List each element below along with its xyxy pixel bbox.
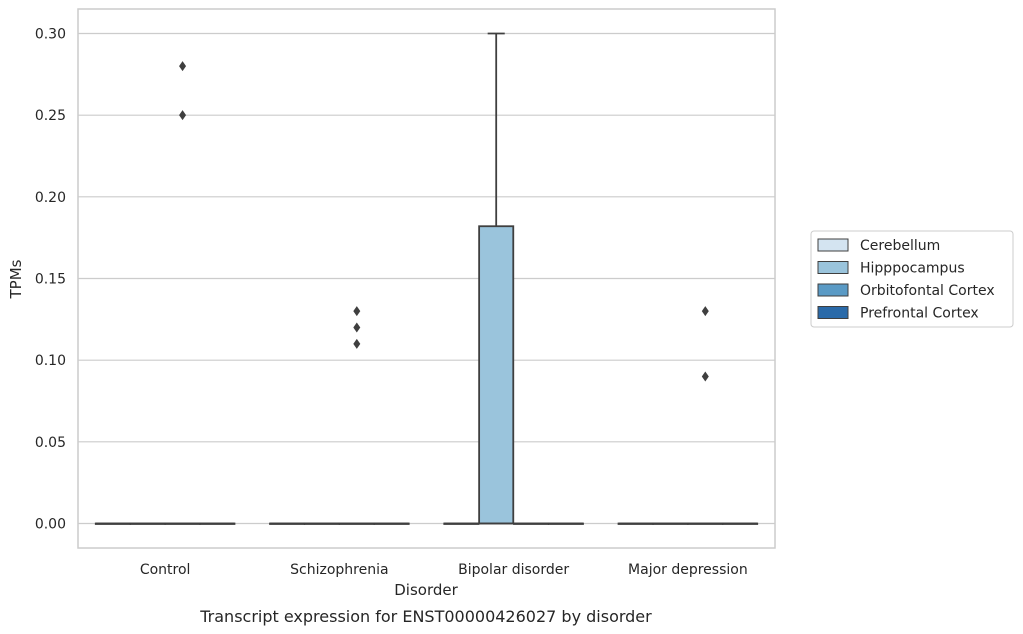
box-control-orbitofontal-cortex <box>164 61 201 525</box>
legend-swatch <box>817 306 849 319</box>
outlier-point <box>701 306 709 317</box>
y-tick-label: 0.00 <box>35 517 66 533</box>
box-bipolar-disorder-cerebellum <box>443 522 480 525</box>
y-tick-label: 0.10 <box>35 353 66 369</box>
box-body <box>478 225 515 525</box>
legend-swatch <box>817 238 849 252</box>
box-major-depression-prefrontal-cortex <box>722 522 759 525</box>
outlier-point <box>353 306 361 317</box>
box-major-depression-cerebellum <box>617 522 654 525</box>
legend-swatch <box>817 261 849 274</box>
y-tick-label: 0.25 <box>35 108 66 124</box>
outlier-point <box>701 371 709 382</box>
legend-swatch <box>817 283 849 297</box>
box-control-cerebellum <box>94 522 131 525</box>
outlier-point <box>179 110 187 121</box>
box-schizophrenia-cerebellum <box>269 522 306 525</box>
box-schizophrenia-orbitofontal-cortex <box>338 306 375 525</box>
outlier-point <box>179 61 187 72</box>
box-schizophrenia-hipppocampus <box>303 522 340 525</box>
box-bipolar-disorder-hipppocampus <box>478 32 515 525</box>
box-major-depression-hipppocampus <box>652 522 689 525</box>
box-control-hipppocampus <box>129 522 166 525</box>
y-tick-label: 0.05 <box>35 435 66 451</box>
y-axis-label: TPMs <box>7 259 25 299</box>
y-tick-label: 0.15 <box>35 272 66 288</box>
outlier-point <box>353 338 361 349</box>
box-plot-series <box>94 32 759 525</box>
legend-label: Prefrontal Cortex <box>860 306 979 322</box>
x-tick-label: Bipolar disorder <box>458 562 569 578</box>
plot-area-frame <box>77 8 776 549</box>
x-tick-label: Schizophrenia <box>290 562 388 578</box>
y-tick-label: 0.30 <box>35 27 66 43</box>
x-tick-label: Control <box>140 562 191 578</box>
y-tick-label: 0.20 <box>35 190 66 206</box>
grid-lines <box>78 32 775 525</box>
x-tick-label: Major depression <box>628 562 748 578</box>
legend: Cerebellum Hipppocampus Orbitofontal Corte… <box>810 230 1014 328</box>
box-major-depression-orbitofontal-cortex <box>687 306 724 525</box>
legend-label: Cerebellum <box>860 238 940 254</box>
box-bipolar-disorder-orbitofontal-cortex <box>513 522 550 525</box>
outlier-point <box>353 322 361 333</box>
legend-frame <box>810 230 1014 328</box>
box-control-prefrontal-cortex <box>199 522 236 525</box>
x-axis-label: Disorder <box>394 581 458 599</box>
legend-label: Hipppocampus <box>860 261 965 277</box>
y-axis-ticks: 0.00 0.05 0.10 0.15 0.20 0.25 0.30 <box>35 27 66 533</box>
box-bipolar-disorder-prefrontal-cortex <box>547 522 584 525</box>
chart-caption: Transcript expression for ENST0000042602… <box>199 607 652 626</box>
box-schizophrenia-prefrontal-cortex <box>373 522 410 525</box>
legend-label: Orbitofontal Cortex <box>860 283 995 299</box>
x-axis-ticks: Control Schizophrenia Bipolar disorder Majo… <box>140 562 748 578</box>
